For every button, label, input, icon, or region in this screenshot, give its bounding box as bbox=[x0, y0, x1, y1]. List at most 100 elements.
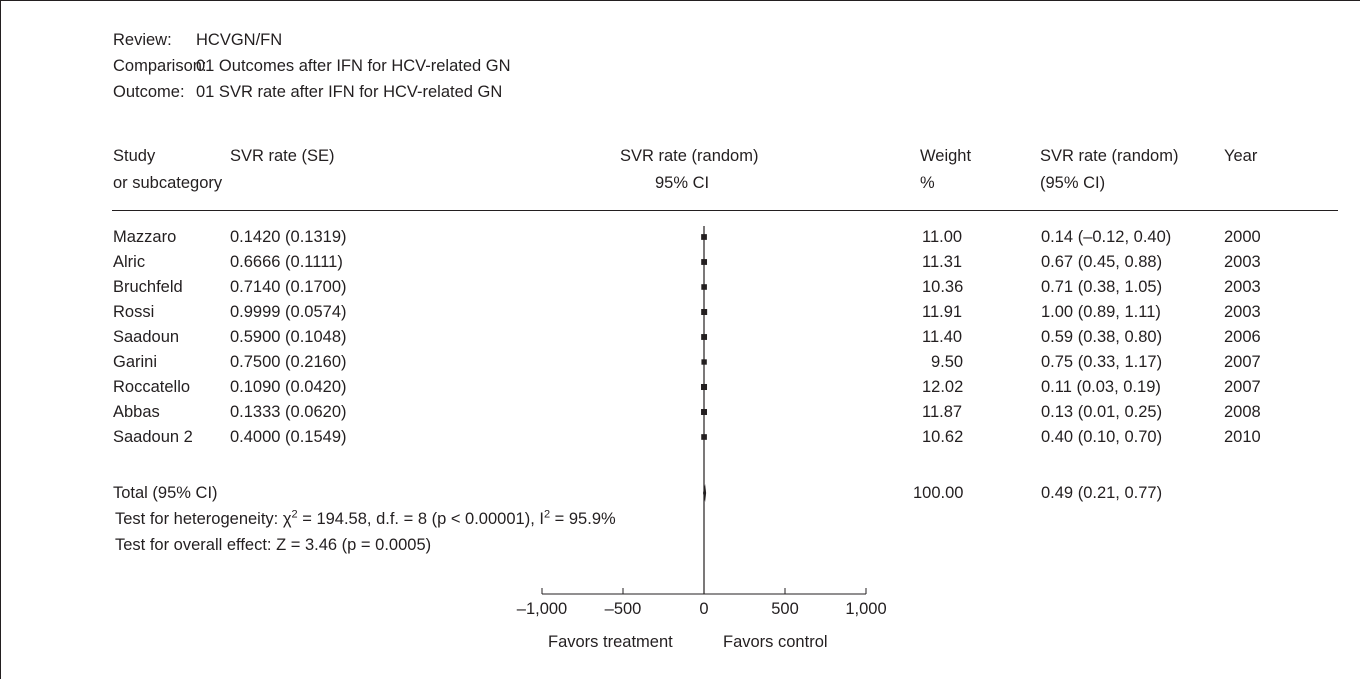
heterogeneity-test: Test for heterogeneity: χ2 = 194.58, d.f… bbox=[115, 509, 616, 529]
row-study: Rossi bbox=[113, 303, 155, 321]
col-weight-2: % bbox=[920, 174, 935, 192]
x-tick-label: –500 bbox=[605, 600, 642, 618]
col-weight-1: Weight bbox=[920, 147, 972, 165]
outcome-value: 01 SVR rate after IFN for HCV-related GN bbox=[196, 83, 503, 101]
row-ci: 1.00 (0.89, 1.11) bbox=[1041, 303, 1161, 321]
table-row: Bruchfeld 0.7140 (0.1700) 10.36 0.71 (0.… bbox=[0, 276, 1361, 298]
overall-effect-test: Test for overall effect: Z = 3.46 (p = 0… bbox=[115, 536, 432, 554]
row-study: Alric bbox=[113, 253, 146, 271]
col-plot-1: SVR rate (random) bbox=[620, 147, 759, 165]
row-svr-se: 0.1420 (0.1319) bbox=[230, 228, 347, 246]
total-ci: 0.49 (0.21, 0.77) bbox=[1041, 484, 1163, 502]
row-study: Abbas bbox=[113, 403, 160, 421]
row-ci: 0.13 (0.01, 0.25) bbox=[1041, 403, 1163, 421]
row-weight: 11.87 bbox=[922, 403, 963, 421]
row-svr-se: 0.7500 (0.2160) bbox=[230, 353, 347, 371]
row-year: 2006 bbox=[1224, 328, 1261, 346]
study-point-marker bbox=[701, 284, 707, 290]
total-weight: 100.00 bbox=[913, 484, 964, 502]
heterogeneity-prefix: Test for heterogeneity: χ bbox=[115, 510, 292, 528]
table-row: Garini 0.7500 (0.2160) 9.50 0.75 (0.33, … bbox=[0, 351, 1361, 373]
row-ci: 0.59 (0.38, 0.80) bbox=[1041, 328, 1163, 346]
row-study: Bruchfeld bbox=[113, 278, 183, 296]
table-row: Alric 0.6666 (0.1111) 11.31 0.67 (0.45, … bbox=[0, 251, 1361, 273]
row-ci: 0.40 (0.10, 0.70) bbox=[1041, 428, 1163, 446]
col-ci-2: (95% CI) bbox=[1040, 174, 1106, 192]
row-svr-se: 0.1090 (0.0420) bbox=[230, 378, 347, 396]
study-point-marker bbox=[701, 359, 707, 365]
x-tick-label: 1,000 bbox=[845, 600, 886, 618]
row-year: 2010 bbox=[1224, 428, 1261, 446]
row-weight: 11.00 bbox=[922, 228, 963, 246]
outcome-label: Outcome: bbox=[113, 83, 185, 101]
x-tick-label: 0 bbox=[699, 600, 708, 618]
row-weight: 12.02 bbox=[922, 378, 964, 396]
pooled-estimate-diamond bbox=[703, 484, 707, 502]
row-weight: 10.36 bbox=[922, 278, 964, 296]
x-tick-label: –1,000 bbox=[517, 600, 567, 618]
row-ci: 0.14 (–0.12, 0.40) bbox=[1041, 228, 1172, 246]
row-weight: 11.31 bbox=[922, 253, 963, 271]
study-point-marker bbox=[701, 309, 708, 315]
col-study-2: or subcategory bbox=[113, 174, 223, 192]
col-plot-2: 95% CI bbox=[655, 174, 710, 192]
col-ci-1: SVR rate (random) bbox=[1040, 147, 1179, 165]
x-tick-label: 500 bbox=[771, 600, 799, 618]
row-year: 2000 bbox=[1224, 228, 1261, 246]
comparison-label: Comparison: bbox=[113, 57, 207, 75]
row-study: Saadoun bbox=[113, 328, 180, 346]
review-label: Review: bbox=[113, 31, 172, 49]
row-study: Mazzaro bbox=[113, 228, 177, 246]
table-row: Roccatello 0.1090 (0.0420) 12.02 0.11 (0… bbox=[0, 376, 1361, 398]
table-row: Mazzaro 0.1420 (0.1319) 11.00 0.14 (–0.1… bbox=[0, 226, 1361, 248]
row-ci: 0.11 (0.03, 0.19) bbox=[1041, 378, 1161, 396]
row-year: 2008 bbox=[1224, 403, 1261, 421]
row-svr-se: 0.6666 (0.1111) bbox=[230, 253, 343, 271]
favors-treatment-label: Favors treatment bbox=[548, 633, 673, 651]
row-year: 2007 bbox=[1224, 378, 1261, 396]
row-study: Roccatello bbox=[113, 378, 191, 396]
study-point-marker bbox=[701, 234, 707, 240]
table-row: Rossi 0.9999 (0.0574) 11.91 1.00 (0.89, … bbox=[0, 301, 1361, 323]
row-year: 2003 bbox=[1224, 253, 1261, 271]
heterogeneity-mid: = 194.58, d.f. = 8 (p < 0.00001), I bbox=[297, 510, 544, 528]
study-point-marker bbox=[701, 409, 708, 415]
comparison-value: 01 Outcomes after IFN for HCV-related GN bbox=[196, 57, 511, 75]
row-weight: 9.50 bbox=[931, 353, 964, 371]
table-row: Saadoun 0.5900 (0.1048) 11.40 0.59 (0.38… bbox=[0, 326, 1361, 348]
row-ci: 0.67 (0.45, 0.88) bbox=[1041, 253, 1163, 271]
row-study: Saadoun 2 bbox=[113, 428, 193, 446]
row-ci: 0.75 (0.33, 1.17) bbox=[1041, 353, 1163, 371]
study-point-marker bbox=[701, 434, 707, 440]
row-svr-se: 0.4000 (0.1549) bbox=[230, 428, 347, 446]
chi-squared-exponent: 2 bbox=[291, 508, 298, 521]
table-row: Saadoun 2 0.4000 (0.1549) 10.62 0.40 (0.… bbox=[0, 426, 1361, 448]
heterogeneity-suffix: = 95.9% bbox=[550, 510, 616, 528]
row-weight: 11.40 bbox=[922, 328, 963, 346]
header-rule bbox=[112, 210, 1338, 211]
row-svr-se: 0.5900 (0.1048) bbox=[230, 328, 347, 346]
table-row: Abbas 0.1333 (0.0620) 11.87 0.13 (0.01, … bbox=[0, 401, 1361, 423]
row-year: 2003 bbox=[1224, 278, 1261, 296]
row-svr-se: 0.7140 (0.1700) bbox=[230, 278, 347, 296]
row-year: 2003 bbox=[1224, 303, 1261, 321]
row-svr-se: 0.1333 (0.0620) bbox=[230, 403, 347, 421]
row-ci: 0.71 (0.38, 1.05) bbox=[1041, 278, 1163, 296]
row-weight: 11.91 bbox=[922, 303, 963, 321]
i-squared-exponent: 2 bbox=[543, 508, 551, 521]
col-svr-se: SVR rate (SE) bbox=[230, 147, 335, 165]
row-study: Garini bbox=[113, 353, 158, 371]
study-point-marker bbox=[701, 383, 708, 391]
row-svr-se: 0.9999 (0.0574) bbox=[230, 303, 347, 321]
total-label: Total (95% CI) bbox=[113, 484, 218, 502]
row-year: 2007 bbox=[1224, 353, 1261, 371]
col-study-1: Study bbox=[113, 147, 156, 165]
review-value: HCVGN/FN bbox=[196, 31, 283, 49]
row-weight: 10.62 bbox=[922, 428, 964, 446]
study-point-marker bbox=[701, 334, 708, 340]
col-year: Year bbox=[1224, 147, 1258, 165]
favors-control-label: Favors control bbox=[723, 633, 828, 651]
study-point-marker bbox=[701, 259, 708, 265]
